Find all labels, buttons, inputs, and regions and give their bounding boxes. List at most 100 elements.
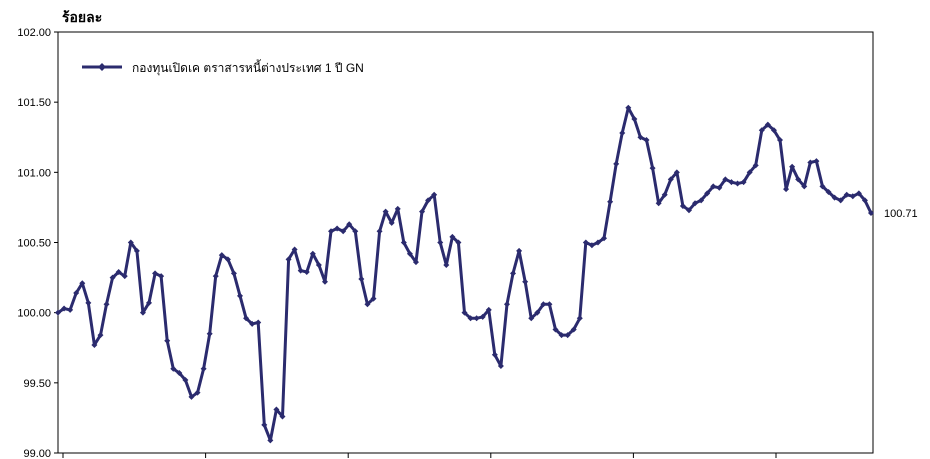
data-point bbox=[206, 330, 213, 337]
legend-swatch-marker bbox=[98, 63, 106, 71]
data-point bbox=[704, 190, 711, 197]
data-point bbox=[303, 268, 310, 275]
data-point bbox=[661, 191, 668, 198]
data-point bbox=[613, 160, 620, 167]
data-point bbox=[849, 193, 856, 200]
data-point bbox=[776, 137, 783, 144]
data-point bbox=[273, 406, 280, 413]
data-point bbox=[643, 137, 650, 144]
data-point bbox=[522, 278, 529, 285]
data-point bbox=[813, 158, 820, 165]
data-point bbox=[97, 332, 104, 339]
data-point bbox=[637, 134, 644, 141]
data-point bbox=[540, 301, 547, 308]
data-point bbox=[127, 239, 134, 246]
data-point bbox=[346, 221, 353, 228]
data-point bbox=[364, 301, 371, 308]
x-axis-ticks bbox=[62, 453, 777, 458]
data-point bbox=[679, 203, 686, 210]
data-point bbox=[461, 309, 468, 316]
data-point bbox=[412, 259, 419, 266]
data-point bbox=[473, 315, 480, 322]
data-point bbox=[710, 183, 717, 190]
data-point bbox=[564, 332, 571, 339]
data-point bbox=[795, 176, 802, 183]
data-point bbox=[73, 290, 80, 297]
data-point bbox=[170, 365, 177, 372]
data-point bbox=[491, 351, 498, 358]
data-point bbox=[164, 337, 171, 344]
data-point bbox=[249, 320, 256, 327]
data-point bbox=[194, 389, 201, 396]
data-point bbox=[158, 273, 165, 280]
data-point bbox=[103, 301, 110, 308]
data-point bbox=[722, 176, 729, 183]
plot-frame bbox=[57, 31, 874, 454]
data-point bbox=[176, 370, 183, 377]
data-point bbox=[91, 341, 98, 348]
data-point bbox=[321, 278, 328, 285]
data-point bbox=[588, 242, 595, 249]
data-point bbox=[843, 191, 850, 198]
y-axis-unit-label: ร้อยละ bbox=[62, 9, 102, 25]
y-tick-label: 101.50 bbox=[17, 97, 51, 109]
data-point bbox=[334, 225, 341, 232]
series-group bbox=[55, 104, 874, 444]
data-point bbox=[837, 197, 844, 204]
data-point bbox=[807, 159, 814, 166]
legend: กองทุนเปิดเค ตราสารหนี้ต่างประเทศ 1 ปี G… bbox=[82, 59, 364, 76]
data-point bbox=[764, 121, 771, 128]
data-point bbox=[789, 163, 796, 170]
data-point bbox=[631, 116, 638, 123]
data-point bbox=[455, 239, 462, 246]
data-point bbox=[607, 198, 614, 205]
y-tick-label: 100.50 bbox=[17, 238, 51, 250]
y-axis-ticks: 99.00 99.50 100.00 100.50 101.00 101.50 102.00 bbox=[17, 27, 58, 459]
data-point bbox=[261, 421, 268, 428]
data-point bbox=[619, 130, 626, 137]
data-point bbox=[692, 200, 699, 207]
data-point bbox=[152, 270, 159, 277]
data-point bbox=[552, 326, 559, 333]
legend-label: กองทุนเปิดเค ตราสารหนี้ต่างประเทศ 1 ปี G… bbox=[132, 59, 364, 76]
data-point bbox=[861, 197, 868, 204]
data-point bbox=[649, 165, 656, 172]
data-point bbox=[85, 299, 92, 306]
data-point bbox=[406, 250, 413, 257]
data-point bbox=[340, 228, 347, 235]
data-point bbox=[698, 197, 705, 204]
data-point bbox=[783, 186, 790, 193]
data-point bbox=[79, 280, 86, 287]
data-point bbox=[237, 292, 244, 299]
data-point bbox=[200, 365, 207, 372]
y-tick-label: 99.50 bbox=[23, 378, 51, 390]
data-point bbox=[431, 191, 438, 198]
data-point bbox=[770, 127, 777, 134]
data-point bbox=[655, 200, 662, 207]
data-point bbox=[601, 235, 608, 242]
data-point bbox=[437, 239, 444, 246]
data-point bbox=[243, 315, 250, 322]
data-point bbox=[188, 393, 195, 400]
data-point bbox=[576, 315, 583, 322]
data-point bbox=[419, 208, 426, 215]
data-point bbox=[534, 309, 541, 316]
data-point bbox=[516, 247, 523, 254]
data-point bbox=[479, 313, 486, 320]
data-point bbox=[67, 306, 74, 313]
data-point bbox=[685, 207, 692, 214]
y-tick-label: 102.00 bbox=[17, 27, 51, 39]
data-point bbox=[285, 256, 292, 263]
data-point bbox=[546, 301, 553, 308]
data-point bbox=[582, 239, 589, 246]
data-point bbox=[801, 183, 808, 190]
data-point bbox=[146, 299, 153, 306]
data-point bbox=[61, 305, 68, 312]
data-point bbox=[570, 326, 577, 333]
data-point bbox=[425, 197, 432, 204]
data-point bbox=[831, 194, 838, 201]
data-point bbox=[400, 239, 407, 246]
data-point bbox=[594, 239, 601, 246]
data-point bbox=[734, 180, 741, 187]
data-point bbox=[218, 252, 225, 259]
